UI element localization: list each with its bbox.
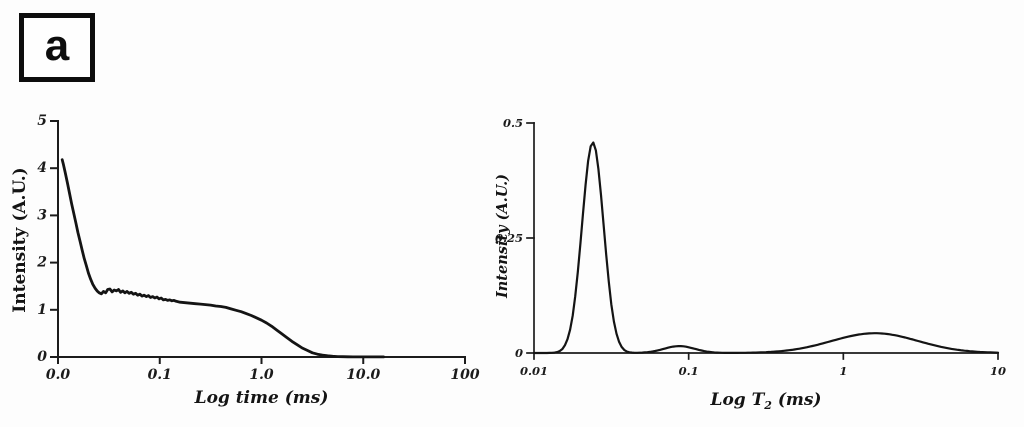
x-axis-label-right-pre: Log T [710,390,765,410]
panel-label-box: a [19,13,95,82]
y-tick-label: 0.5 [503,116,523,130]
y-tick-label: 0.25 [495,231,523,245]
panel-label: a [44,20,70,70]
x-tick-label: 0.0 [46,367,71,383]
x-axis-label-left: Log time (ms) [194,388,329,408]
t2-distribution-chart: 0.01 0.1 1 10 0 0.25 0.5 [495,116,1006,378]
y-tick-label: 0 [37,349,47,365]
x-tick-label: 1 [839,364,847,378]
cpmg-decay-chart: 0.0 0.1 1.0 10.0 100 0 1 2 3 4 5 [36,113,480,383]
y-axis-label-left: Intensity (A.U.) [10,167,30,313]
x-axis-label-right-subscript: 2 [764,399,772,412]
x-axis-label-right-post: (ms) [771,390,822,410]
x-tick-label: 10 [990,364,1006,378]
y-tick-label: 1 [37,302,47,318]
x-tick-label: 100 [450,367,479,383]
decay-curve [60,158,385,359]
x-tick-label: 0.01 [520,364,548,378]
x-tick-label: 1.0 [249,367,274,383]
y-tick-label: 3 [37,207,47,223]
x-tick-label: 0.1 [148,367,172,383]
y-tick-label: 0 [515,346,523,360]
x-tick-label: 0.1 [679,364,699,378]
x-tick-label: 10.0 [346,367,380,383]
y-tick-label: 2 [36,255,47,271]
t2-distribution-curve [532,141,1000,355]
y-tick-label: 5 [37,113,47,129]
y-axis-label-right: Intensity (A.U.) [494,174,511,299]
y-tick-label: 4 [37,160,47,176]
x-axis-label-right: Log T2 (ms) [534,390,998,412]
